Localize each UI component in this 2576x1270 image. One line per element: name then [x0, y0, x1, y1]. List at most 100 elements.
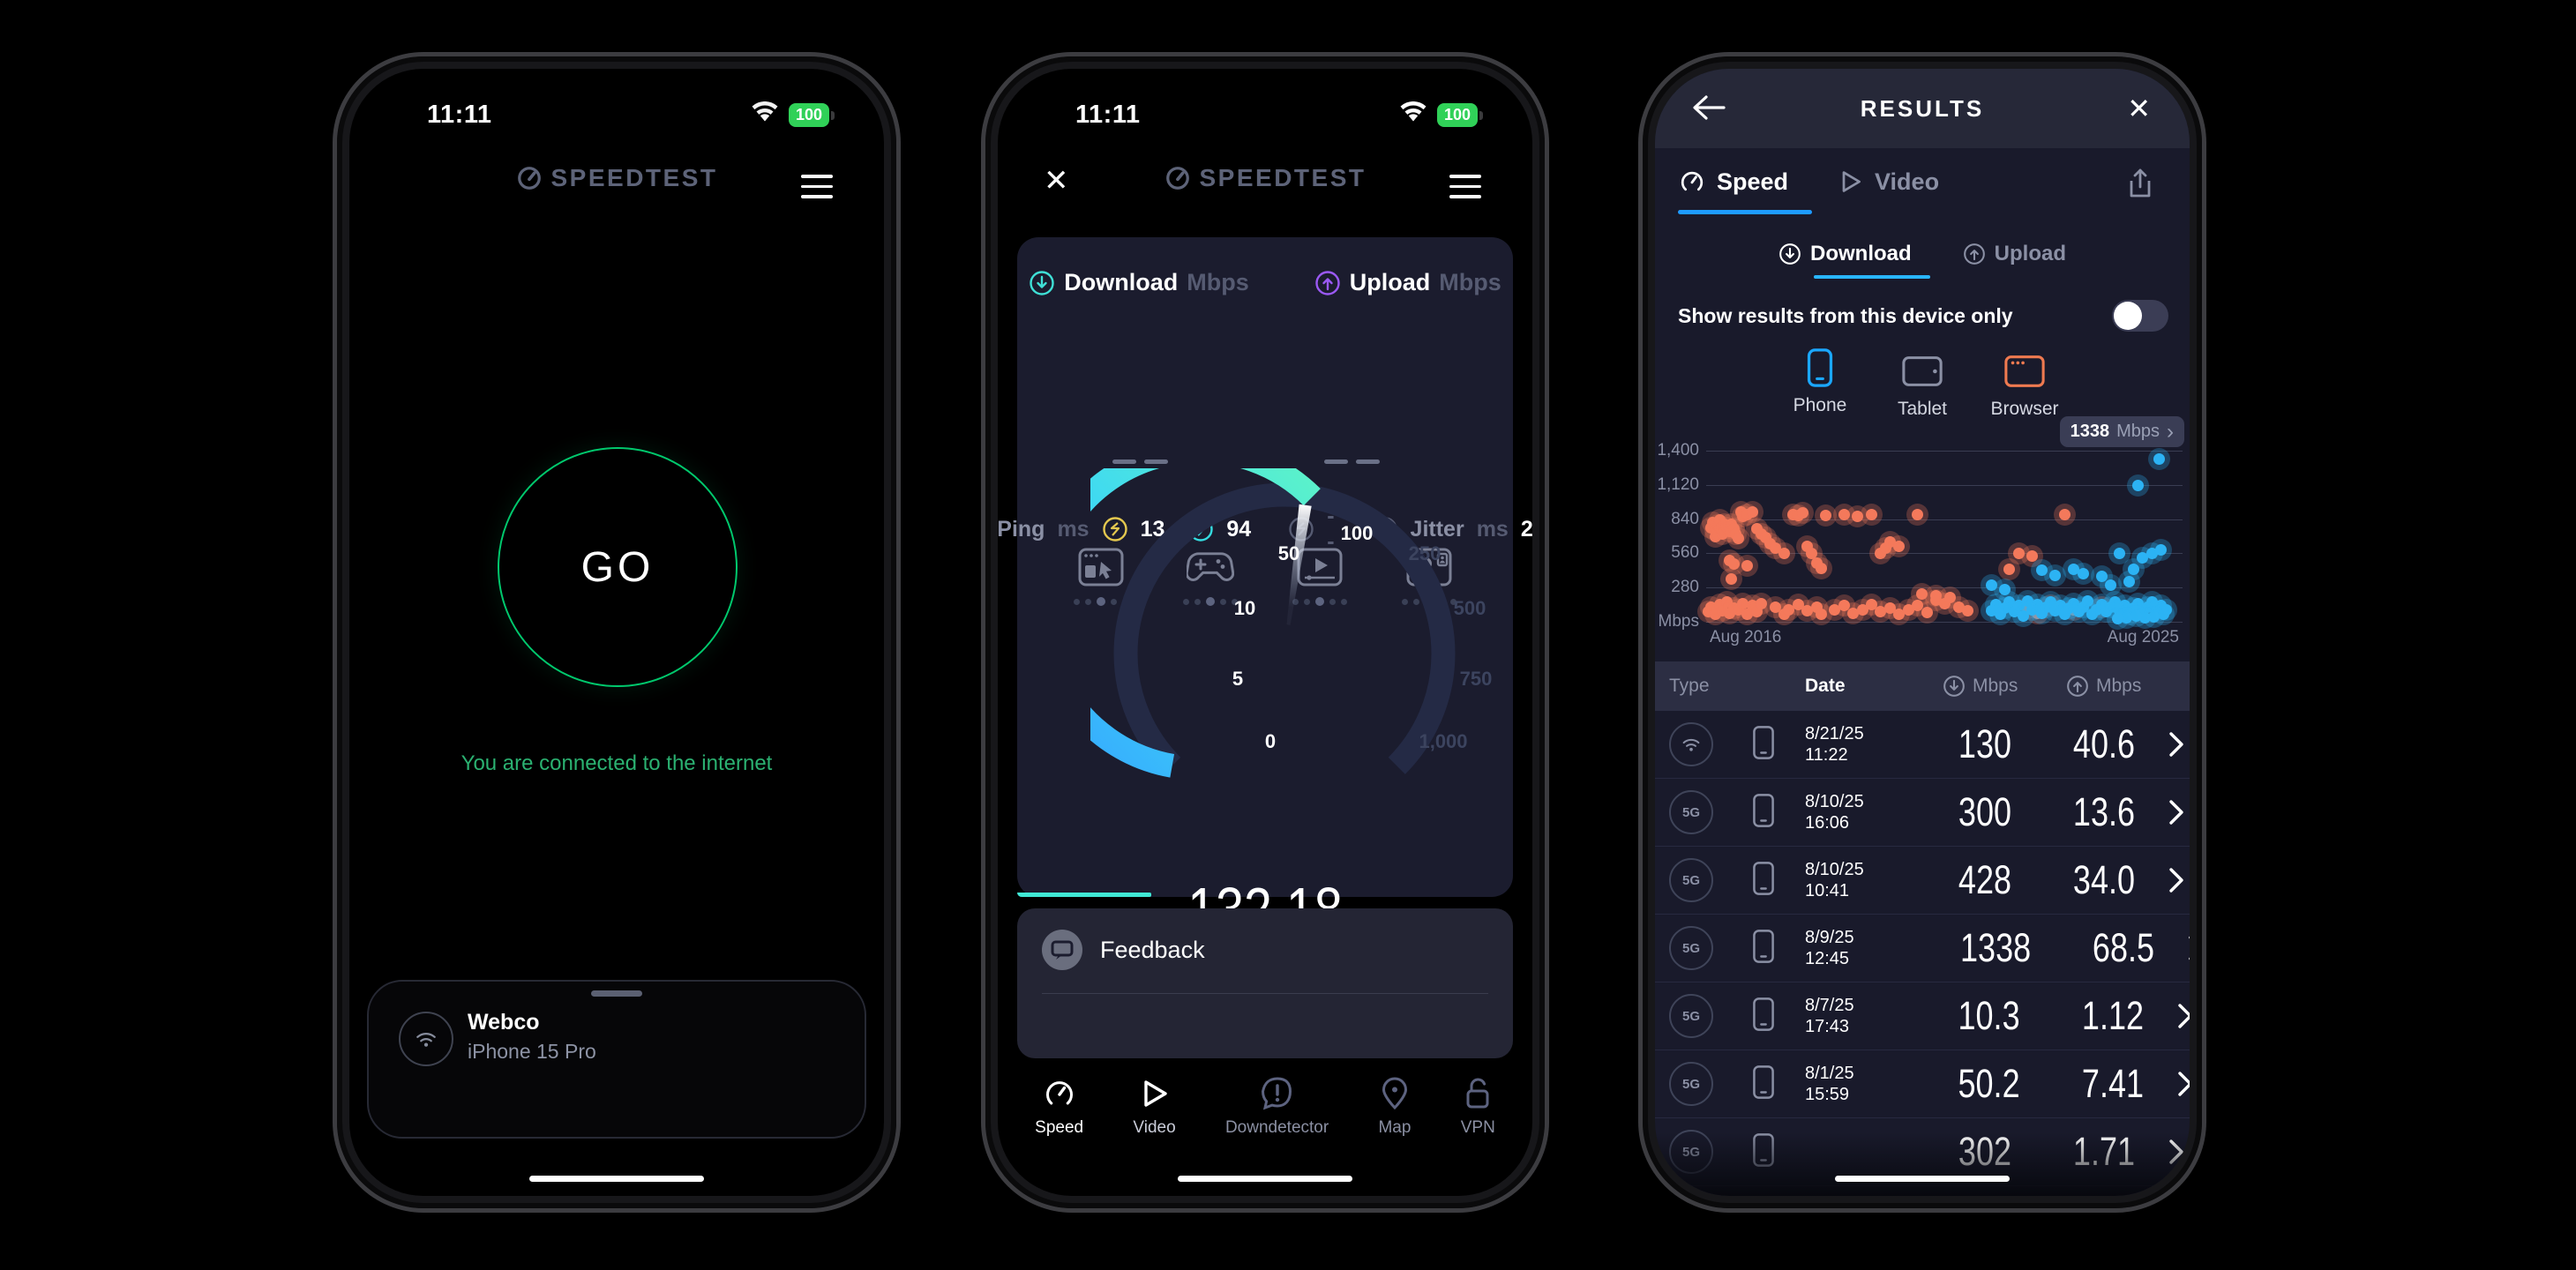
gridline-560 [1706, 553, 2183, 554]
cellular-data-point [1727, 558, 1740, 571]
gaming-progress-dots [1183, 597, 1238, 606]
ytick-1120: 1,120 [1657, 475, 1699, 494]
menu-button[interactable] [1449, 168, 1481, 205]
close-icon[interactable]: ✕ [2127, 93, 2151, 124]
phone-device-icon [1753, 1065, 1774, 1099]
filter-browser[interactable]: Browser [1987, 347, 2063, 420]
phone-filter-icon [1807, 348, 1833, 387]
battery-indicator: 100 [1436, 103, 1484, 127]
phone-frame-home: 11:11 100 SPEEDTEST GO You are connected [337, 56, 896, 1208]
network-info-card[interactable]: Webco iPhone 15 Pro [367, 980, 866, 1139]
table-row[interactable]: 5G 8/7/25 17:43 10.3 1.12 [1655, 982, 2190, 1050]
tablet-filter-icon [1902, 356, 1943, 386]
speedtest-logo-text: SPEEDTEST [550, 164, 718, 191]
wifi-network-icon [399, 1012, 453, 1066]
wifi-data-point [2104, 579, 2116, 591]
menu-button[interactable] [801, 168, 833, 205]
cellular-data-point [1838, 508, 1850, 520]
row-chevron-icon[interactable] [2135, 799, 2184, 826]
speedtest-running-screen: 11:11 100 ✕ SPEEDTEST [998, 69, 1532, 1196]
row-chevron-icon[interactable] [2144, 1003, 2190, 1029]
filter-tablet[interactable]: Tablet [1884, 347, 1960, 420]
toggle-knob [2114, 302, 2142, 330]
header-upload: Mbps [2018, 675, 2141, 698]
table-row[interactable]: 5G 8/10/25 16:06 300 13.6 [1655, 779, 2190, 847]
cellular-data-point [1866, 599, 1878, 611]
filter-phone[interactable]: Phone [1782, 347, 1858, 420]
cellular-data-point [1806, 547, 1818, 559]
date-cell: 8/9/25 12:45 [1805, 928, 1854, 968]
download-value-cell: 10.3 [1958, 993, 2020, 1038]
jitter-unit: ms [1476, 516, 1509, 542]
share-icon[interactable] [2126, 168, 2154, 201]
gauge-tick-0: 0 [1264, 730, 1277, 752]
speedtest-home-screen: 11:11 100 SPEEDTEST GO You are connected [349, 69, 884, 1196]
wifi-data-point [2003, 596, 2016, 609]
cellular-data-point [2058, 508, 2071, 520]
cellular-data-point [1847, 607, 1860, 619]
nav-map[interactable]: Map [1378, 1076, 1411, 1138]
ytick-840: 840 [1671, 510, 1699, 528]
wifi-data-point [2068, 563, 2080, 575]
gauge-tick-750: 750 [1459, 668, 1493, 690]
wifi-data-point [2145, 547, 2158, 559]
row-chevron-icon[interactable] [2154, 935, 2190, 961]
gaming-activity-button[interactable] [1183, 548, 1238, 606]
device-name: iPhone 15 Pro [468, 1040, 596, 1063]
date-cell: 8/10/25 10:41 [1805, 860, 1864, 900]
ytick-280: 280 [1671, 578, 1699, 596]
xaxis-start-label: Aug 2016 [1710, 628, 1782, 646]
go-button[interactable]: GO [498, 447, 738, 687]
max-speed-badge[interactable]: 1338 Mbps › [2059, 416, 2184, 447]
device-only-toggle[interactable] [2112, 300, 2168, 332]
row-chevron-icon[interactable] [2135, 867, 2184, 893]
cellular-data-point [1801, 605, 1814, 617]
table-row[interactable]: 5G 8/1/25 15:59 50.2 7.41 [1655, 1050, 2190, 1118]
cellular-data-point [1746, 506, 1758, 519]
cellular-data-point [1769, 542, 1781, 555]
nav-vpn[interactable]: VPN [1461, 1076, 1495, 1138]
subtab-upload-label: Upload [1994, 242, 2066, 265]
upload-unit: Mbps [1439, 269, 1501, 295]
home-indicator[interactable] [1178, 1176, 1352, 1182]
speed-nav-icon [1045, 1081, 1073, 1105]
nav-speed[interactable]: Speed [1035, 1076, 1083, 1138]
ytick-560: 560 [1671, 543, 1699, 562]
video-tab-icon [1842, 171, 1861, 192]
connection-type-cell [1669, 722, 1750, 766]
back-arrow-icon[interactable] [1690, 93, 1726, 122]
nav-downdetector[interactable]: Downdetector [1225, 1076, 1329, 1138]
tab-speed[interactable]: Speed [1678, 168, 1788, 196]
jitter-value: 2 [1520, 516, 1532, 542]
home-indicator[interactable] [529, 1176, 704, 1182]
download-unit: Mbps [1187, 269, 1249, 295]
connection-status-text: You are connected to the internet [461, 751, 773, 775]
subtab-upload[interactable]: Upload [1963, 242, 2066, 266]
drag-handle[interactable] [591, 990, 642, 997]
tab-video[interactable]: Video [1838, 168, 1939, 196]
subtab-download[interactable]: Download [1778, 242, 1912, 266]
bottom-fade [1655, 1132, 2190, 1196]
feedback-card[interactable]: Feedback [1017, 908, 1513, 1058]
table-row[interactable]: 5G 8/9/25 12:45 1338 68.5 [1655, 915, 2190, 982]
nav-speed-label: Speed [1035, 1118, 1084, 1137]
badge-unit: Mbps [2116, 422, 2160, 441]
nav-video[interactable]: Video [1133, 1076, 1176, 1138]
row-chevron-icon[interactable] [2135, 731, 2184, 758]
row-chevron-icon[interactable] [2144, 1071, 2190, 1097]
cellular-data-point [1769, 601, 1781, 613]
wifi-data-point [1985, 579, 1997, 591]
wifi-data-point [2130, 610, 2142, 623]
nav-video-label: Video [1133, 1118, 1176, 1137]
device-cell [1750, 927, 1805, 970]
table-row[interactable]: 8/21/25 11:22 130 40.6 [1655, 711, 2190, 779]
close-icon[interactable]: ✕ [1044, 164, 1069, 198]
cellular-data-point [1815, 562, 1827, 574]
table-row[interactable]: 5G 8/10/25 10:41 428 34.0 [1655, 847, 2190, 915]
gridline-1120 [1706, 485, 2183, 486]
download-value-cell: 1338 [1960, 925, 2032, 970]
home-indicator[interactable] [1835, 1176, 2010, 1182]
wifi-data-point [2157, 609, 2169, 621]
connection-type-cell: 5G [1669, 1062, 1750, 1106]
cellular-data-point [1912, 508, 1924, 520]
